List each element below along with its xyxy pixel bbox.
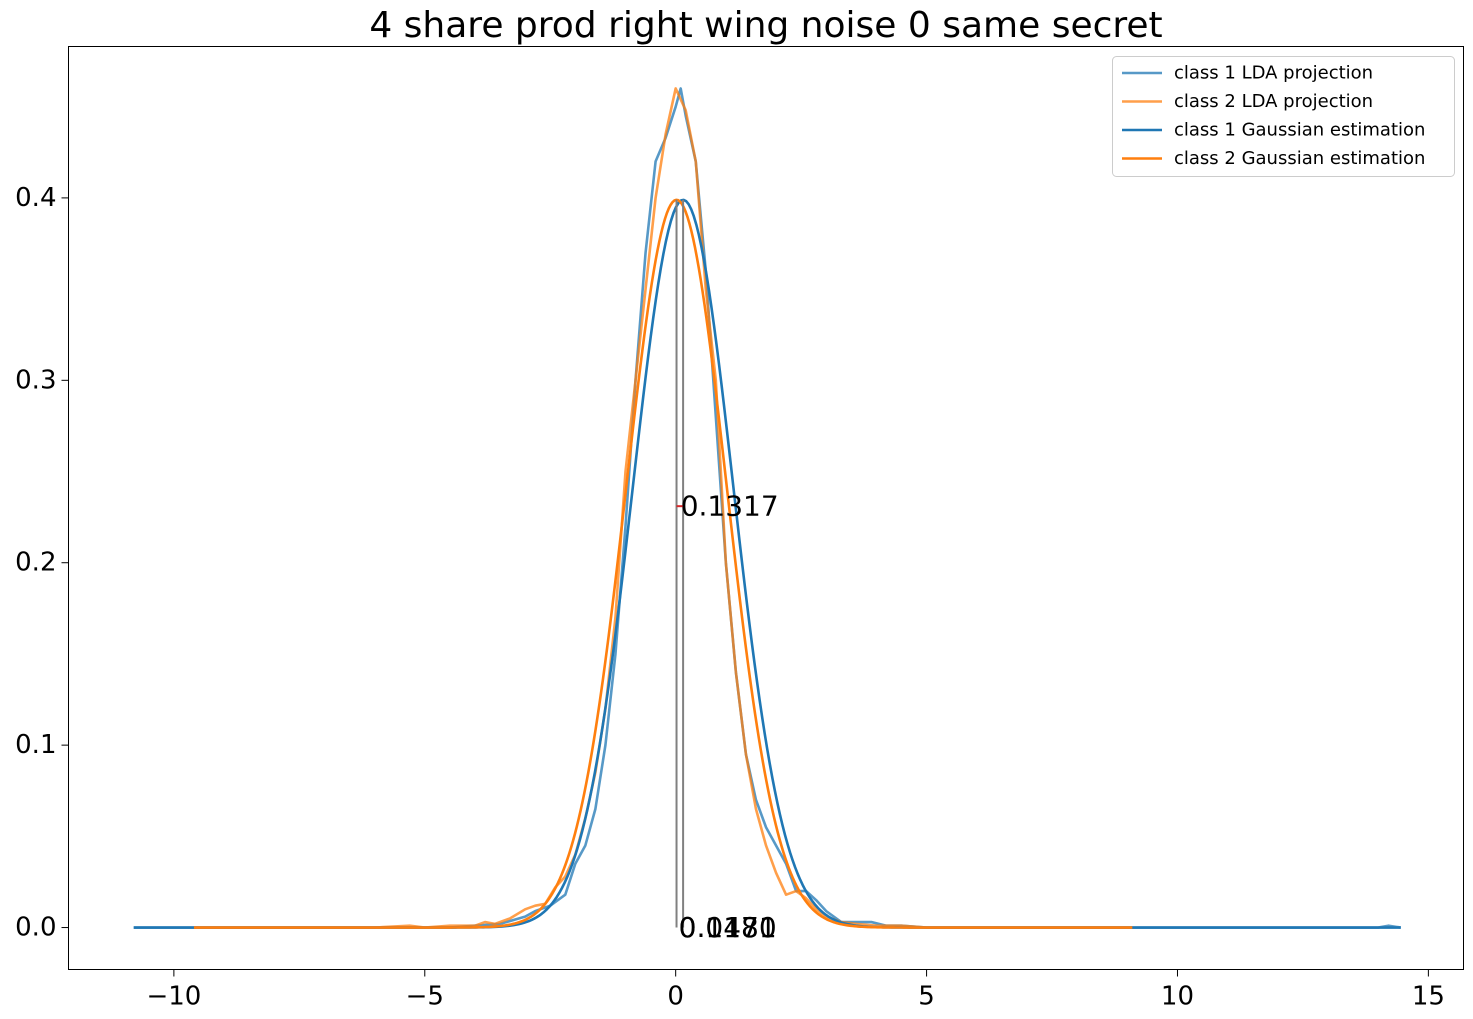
series-line-2	[193, 87, 1133, 929]
y-tick-label: 0.4	[15, 183, 56, 213]
plot-frame	[68, 46, 1464, 970]
legend: class 1 LDA projection class 2 LDA projec…	[1112, 56, 1455, 177]
legend-label-3: class 1 Gaussian estimation	[1174, 120, 1425, 141]
annotation-label-1: 0.1317	[681, 490, 779, 523]
x-tick-label: 10	[1161, 982, 1194, 1012]
y-tick-label: 0.1	[15, 730, 56, 760]
series-line-4	[193, 198, 1133, 929]
x-tick-label: 0	[667, 982, 684, 1012]
y-tick-label: 0.3	[15, 365, 56, 395]
annotation-label-2: 0.0170	[679, 911, 777, 944]
annotation-label-3: 0.1481	[679, 911, 777, 944]
y-tick-label: 0.2	[15, 548, 56, 578]
series-line-3	[133, 198, 1401, 929]
x-tick-label: −10	[146, 982, 201, 1012]
x-tick-label: 5	[918, 982, 935, 1012]
chart-title: 4 share prod right wing noise 0 same sec…	[369, 5, 1162, 46]
series-layer	[133, 87, 1401, 929]
y-tick-label: 0.0	[15, 913, 56, 943]
y-axis: 0.0 0.1 0.2 0.3 0.4	[15, 183, 69, 943]
legend-box	[1112, 56, 1455, 177]
legend-label-4: class 2 Gaussian estimation	[1174, 148, 1425, 169]
x-tick-label: −5	[406, 982, 444, 1012]
legend-label-1: class 1 LDA projection	[1174, 63, 1373, 84]
x-axis: −10 −5 0 5 10 15	[146, 969, 1445, 1012]
x-tick-label: 15	[1412, 982, 1445, 1012]
legend-label-2: class 2 LDA projection	[1174, 91, 1373, 112]
